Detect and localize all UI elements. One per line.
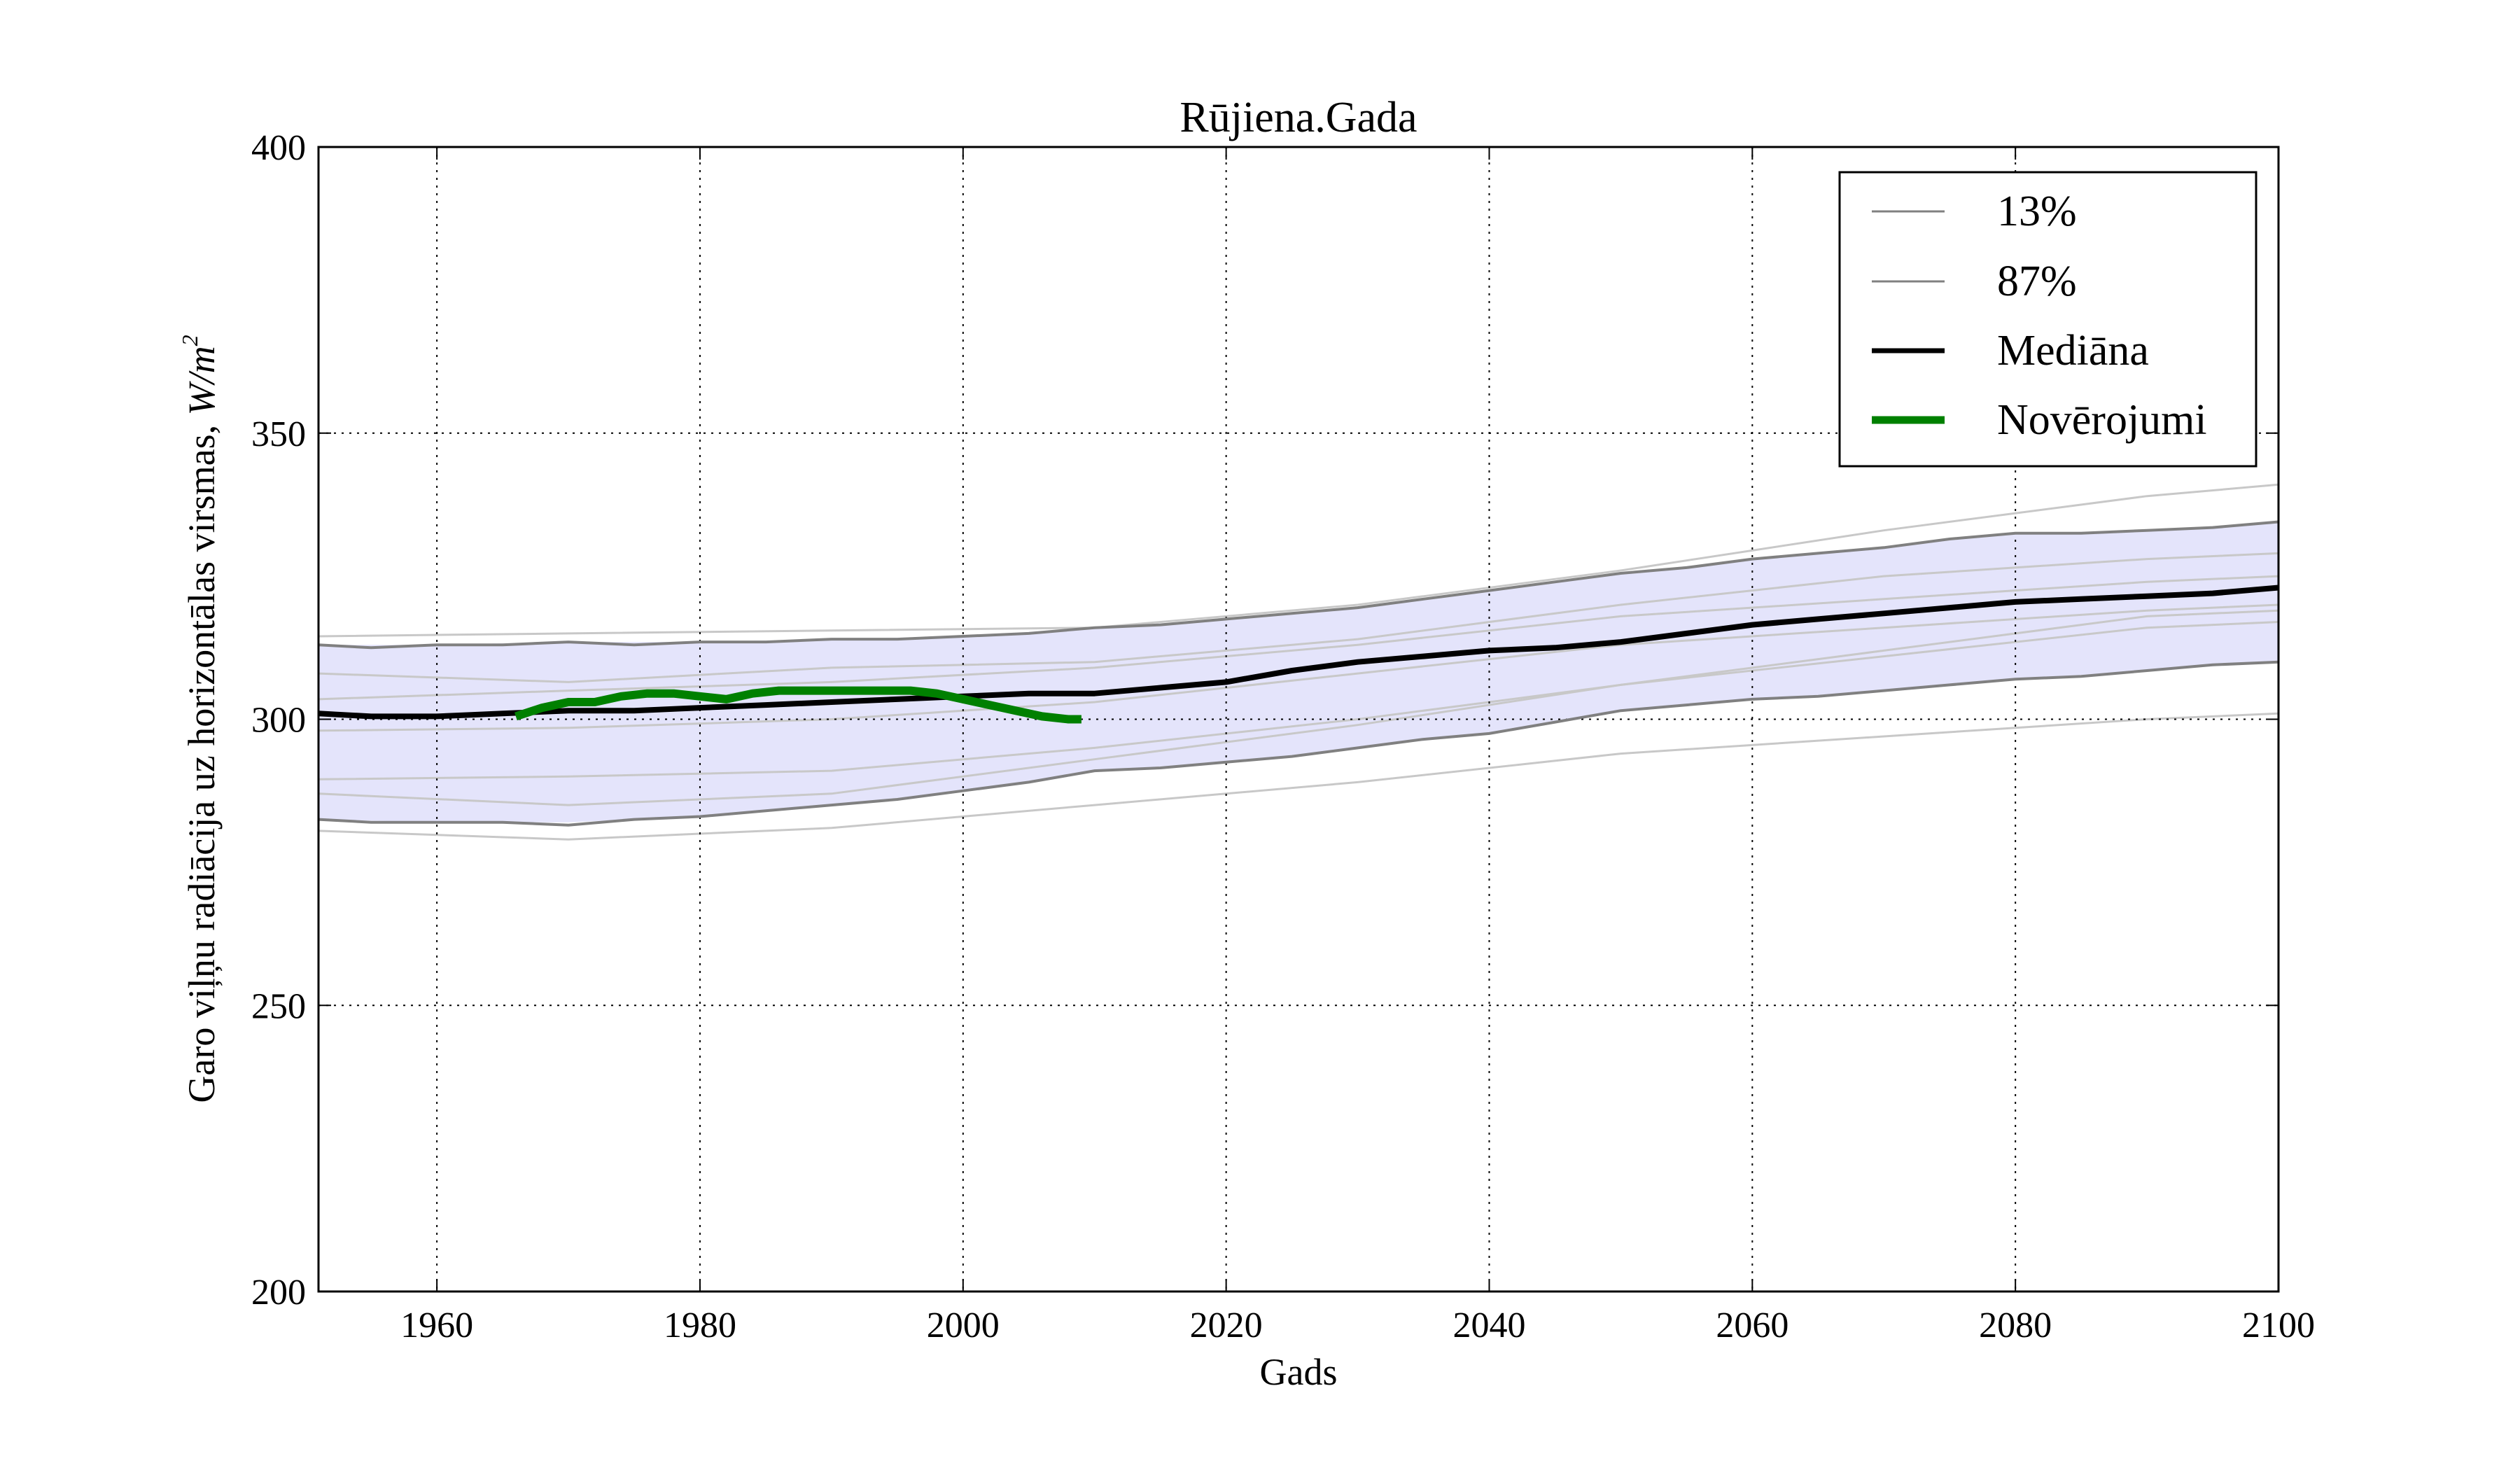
ensemble-line-3 xyxy=(318,552,2279,683)
x-tick-label: 2060 xyxy=(1716,1306,1788,1345)
chart-title: Rūjiena.Gada xyxy=(1180,94,1417,141)
ensemble-line-6 xyxy=(318,609,2279,806)
x-tick-label: 2100 xyxy=(2242,1306,2315,1345)
y-axis-title: Garo viļņu radiācija uz horizontālas vir… xyxy=(177,335,223,1102)
ensemble-lines xyxy=(318,483,2279,841)
y-tick-label: 400 xyxy=(251,128,306,168)
series-lines xyxy=(318,520,2279,827)
x-tick-label: 2080 xyxy=(1979,1306,2052,1345)
x-tick-label: 1980 xyxy=(664,1306,736,1345)
y-axis-title-unit-exponent: 2 xyxy=(177,335,202,346)
y-tick-label: 300 xyxy=(251,701,306,741)
legend-label-median: Mediāna xyxy=(1997,327,2149,374)
legend-label-87: 87% xyxy=(1997,258,2077,305)
y-tick-label: 350 xyxy=(251,414,306,454)
series-line-median xyxy=(318,584,2279,720)
legend-label-observations: Novērojumi xyxy=(1997,396,2207,444)
tick-marks xyxy=(318,146,2279,1292)
ensemble-line-7 xyxy=(318,603,2279,732)
plot-area xyxy=(317,146,2280,1293)
legend-label-13: 13% xyxy=(1997,188,2077,235)
y-tick-label: 200 xyxy=(251,1273,306,1312)
x-axis-title: Gads xyxy=(1260,1351,1338,1393)
ensemble-line-2 xyxy=(318,712,2279,841)
ensemble-line-1 xyxy=(318,483,2279,638)
x-tick-label: 2020 xyxy=(1190,1306,1263,1345)
x-tick-label: 1960 xyxy=(400,1306,473,1345)
series-line-87 xyxy=(318,520,2279,650)
y-axis-title-text: Garo viļņu radiācija uz horizontālas vir… xyxy=(181,415,223,1102)
x-tick-labels: 1960 1980 2000 2020 2040 2060 2080 2100 xyxy=(400,1306,2315,1345)
x-tick-label: 2040 xyxy=(1452,1306,1525,1345)
y-tick-labels: 200 250 300 350 400 xyxy=(251,128,306,1312)
ensemble-line-5 xyxy=(318,575,2279,701)
ensemble-line-4 xyxy=(318,621,2279,780)
y-axis-title-unit: W/m xyxy=(181,346,223,415)
series-line-observations xyxy=(514,686,1082,724)
x-tick-label: 2000 xyxy=(927,1306,1000,1345)
series-line-13 xyxy=(318,660,2279,827)
y-tick-label: 250 xyxy=(251,986,306,1026)
legend: 13% 87% Mediāna Novērojumi xyxy=(1838,171,2258,468)
